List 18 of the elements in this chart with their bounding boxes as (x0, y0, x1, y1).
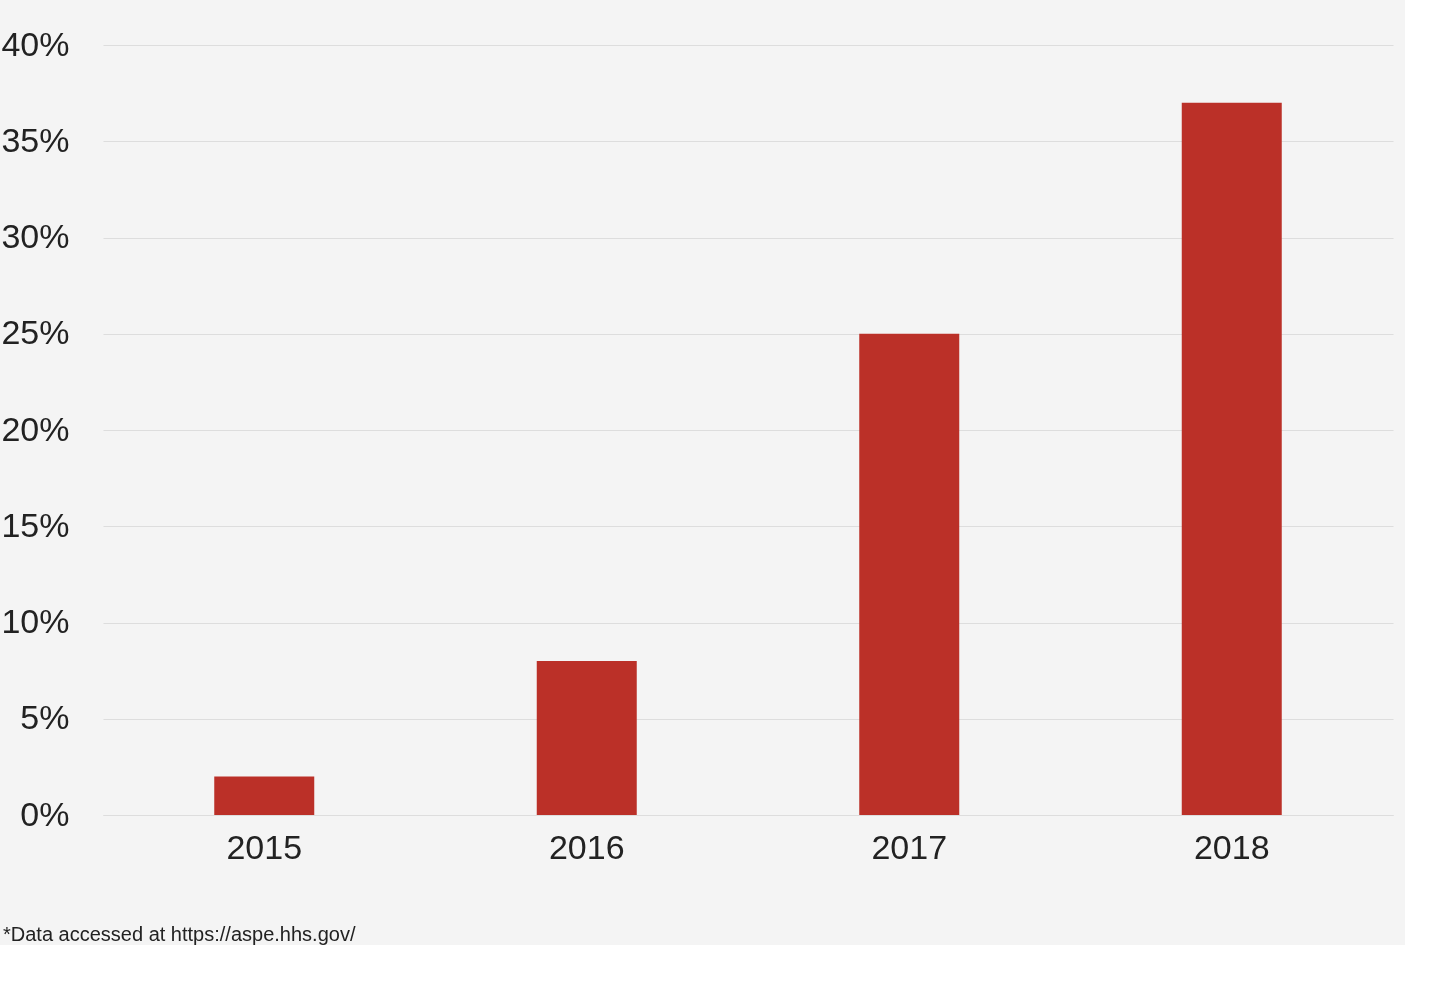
bar (536, 661, 637, 815)
bar (214, 776, 315, 815)
y-tick-label: 40% (1, 24, 70, 63)
y-tick-label: 15% (1, 505, 70, 544)
y-tick-label: 10% (1, 602, 70, 640)
x-tick-label: 2017 (871, 827, 948, 866)
bar (859, 333, 960, 815)
bar (1181, 102, 1282, 815)
x-tick-label: 2016 (548, 827, 625, 866)
x-tick-label: 2018 (1193, 827, 1270, 866)
text: *Data accessed at https://aspe.hhs.gov/ (3, 923, 356, 945)
x-tick-label: 2015 (226, 827, 303, 866)
y-tick-label: 25% (1, 313, 70, 352)
y-tick-label: 35% (1, 120, 70, 159)
y-tick-label: 5% (20, 698, 70, 737)
y-tick-label: 20% (1, 409, 70, 448)
y-tick-label: 0% (20, 794, 70, 833)
y-tick-label: 30% (1, 217, 70, 255)
